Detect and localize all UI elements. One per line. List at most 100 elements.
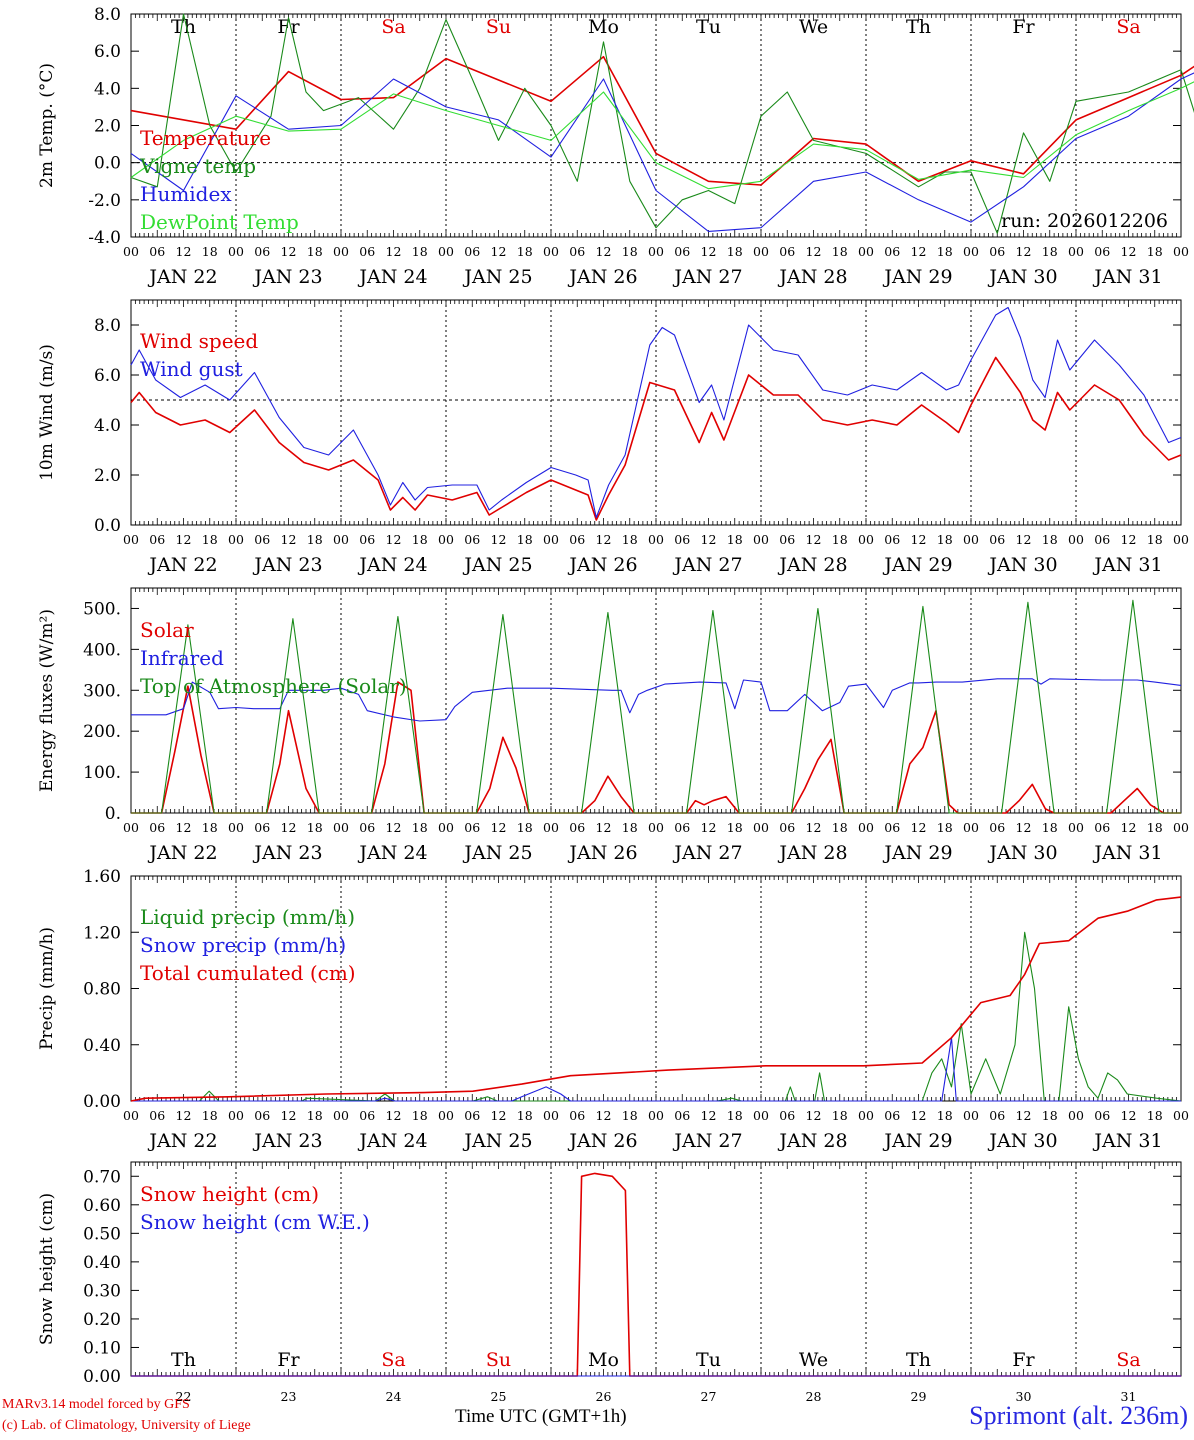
date-label: JAN 29 [882, 842, 952, 864]
hour-tick-label: 12 [701, 244, 717, 259]
hour-tick-label: 18 [307, 244, 323, 259]
date-label: JAN 31 [1092, 1130, 1162, 1152]
hour-tick-label: 12 [596, 532, 612, 547]
date-label: JAN 28 [777, 1130, 847, 1152]
hour-tick-label: 00 [438, 820, 454, 835]
hour-tick-label: 06 [1094, 820, 1110, 835]
hour-tick-label: 12 [806, 532, 822, 547]
hour-tick-label: 12 [806, 244, 822, 259]
hour-tick-label: 12 [386, 820, 402, 835]
y-tick-label: -2.0 [88, 191, 121, 211]
legend-entry: Liquid precip (mm/h) [140, 905, 355, 929]
day-of-week-label: Th [171, 1349, 196, 1371]
series-line [131, 681, 1181, 814]
hour-tick-label: 18 [202, 244, 218, 259]
panel-precip: 0.00 0.40 0.80 1.20 1.60 Precip (mm/h) 00 06 12 1… [37, 867, 1189, 1152]
y-tick-label: 0.30 [83, 1281, 121, 1301]
hour-tick-label: 00 [123, 532, 139, 547]
hour-tick-label: 00 [228, 1108, 244, 1123]
hour-tick-label: 06 [464, 244, 480, 259]
date-number-label: 30 [1016, 1389, 1032, 1404]
y-tick-label: 6.0 [94, 42, 121, 62]
hour-tick-label: 18 [937, 1108, 953, 1123]
lab-credit: (c) Lab. of Climatology, University of L… [2, 1418, 251, 1433]
hour-tick-label: 00 [123, 820, 139, 835]
hour-tick-label: 06 [884, 1108, 900, 1123]
day-of-week-label: Fr [1012, 16, 1035, 38]
day-of-week-label: Mo [588, 1349, 619, 1371]
hour-tick-label: 06 [149, 1108, 165, 1123]
hour-tick-label: 12 [491, 820, 507, 835]
legend-entry: Wind speed [140, 329, 258, 353]
hour-tick-label: 18 [1147, 532, 1163, 547]
hour-tick-label: 00 [858, 532, 874, 547]
date-label: JAN 29 [882, 1130, 952, 1152]
day-of-week-label: Tu [696, 1349, 721, 1371]
hour-tick-label: 06 [254, 1108, 270, 1123]
date-label: JAN 24 [357, 266, 427, 288]
y-axis-label: 2m Temp. (°C) [37, 63, 57, 188]
hour-tick-label: 00 [648, 820, 664, 835]
legend-entry: Snow height (cm W.E.) [140, 1210, 370, 1234]
hour-tick-label: 12 [281, 1108, 297, 1123]
hour-tick-label: 06 [254, 244, 270, 259]
date-label: JAN 26 [567, 842, 637, 864]
hour-tick-label: 18 [1042, 1108, 1058, 1123]
date-label: JAN 27 [672, 842, 742, 864]
hour-tick-label: 00 [963, 532, 979, 547]
y-tick-label: 8.0 [94, 5, 121, 25]
hour-tick-label: 12 [806, 1108, 822, 1123]
hour-tick-label: 18 [1042, 532, 1058, 547]
y-tick-label: 0. [105, 804, 121, 824]
hour-tick-label: 18 [832, 1108, 848, 1123]
hour-tick-label: 06 [254, 532, 270, 547]
hour-tick-label: 18 [517, 532, 533, 547]
legend-entry: Snow height (cm) [140, 1182, 319, 1206]
hour-tick-label: 00 [1068, 532, 1084, 547]
hour-tick-label: 00 [438, 1108, 454, 1123]
hour-tick-label: 12 [491, 244, 507, 259]
date-label: JAN 27 [672, 1130, 742, 1152]
hour-tick-label: 12 [176, 820, 192, 835]
y-tick-label: 6.0 [94, 366, 121, 386]
date-label: JAN 24 [357, 842, 427, 864]
hour-tick-label: 00 [858, 244, 874, 259]
hour-tick-label: 00 [753, 244, 769, 259]
day-of-week-label: Sa [381, 16, 405, 38]
hour-tick-label: 06 [779, 532, 795, 547]
hour-tick-label: 06 [569, 244, 585, 259]
hour-tick-label: 18 [412, 532, 428, 547]
legend-entry: Vigne temp [139, 154, 256, 178]
y-tick-label: 0.70 [83, 1167, 121, 1187]
hour-tick-label: 06 [989, 244, 1005, 259]
hour-tick-label: 00 [648, 1108, 664, 1123]
model-credit: MARv3.14 model forced by GFS [2, 1397, 190, 1412]
date-number-label: 29 [911, 1389, 927, 1404]
y-tick-label: -4.0 [88, 228, 121, 248]
y-tick-label: 0.40 [83, 1253, 121, 1273]
hour-tick-label: 12 [281, 244, 297, 259]
hour-tick-label: 18 [622, 820, 638, 835]
hour-tick-label: 06 [1094, 1108, 1110, 1123]
hour-tick-label: 06 [674, 1108, 690, 1123]
hour-tick-label: 06 [149, 820, 165, 835]
hour-tick-label: 18 [727, 244, 743, 259]
date-label: JAN 26 [567, 554, 637, 576]
hour-tick-label: 12 [176, 532, 192, 547]
hour-tick-label: 18 [412, 1108, 428, 1123]
hour-tick-label: 12 [701, 820, 717, 835]
date-label: JAN 24 [357, 1130, 427, 1152]
series-line [130, 55, 1194, 186]
series-line [130, 81, 1194, 190]
date-number-label: 28 [806, 1389, 822, 1404]
hour-tick-label: 00 [438, 244, 454, 259]
day-of-week-label: Th [906, 1349, 931, 1371]
y-tick-label: 100. [83, 763, 121, 783]
y-axis-label: Snow height (cm) [37, 1193, 57, 1345]
y-tick-label: 400. [83, 640, 121, 660]
hour-tick-label: 00 [963, 820, 979, 835]
hour-tick-label: 18 [307, 820, 323, 835]
legend-entry: Infrared [140, 646, 224, 670]
date-label: JAN 29 [882, 266, 952, 288]
hour-tick-label: 06 [674, 532, 690, 547]
